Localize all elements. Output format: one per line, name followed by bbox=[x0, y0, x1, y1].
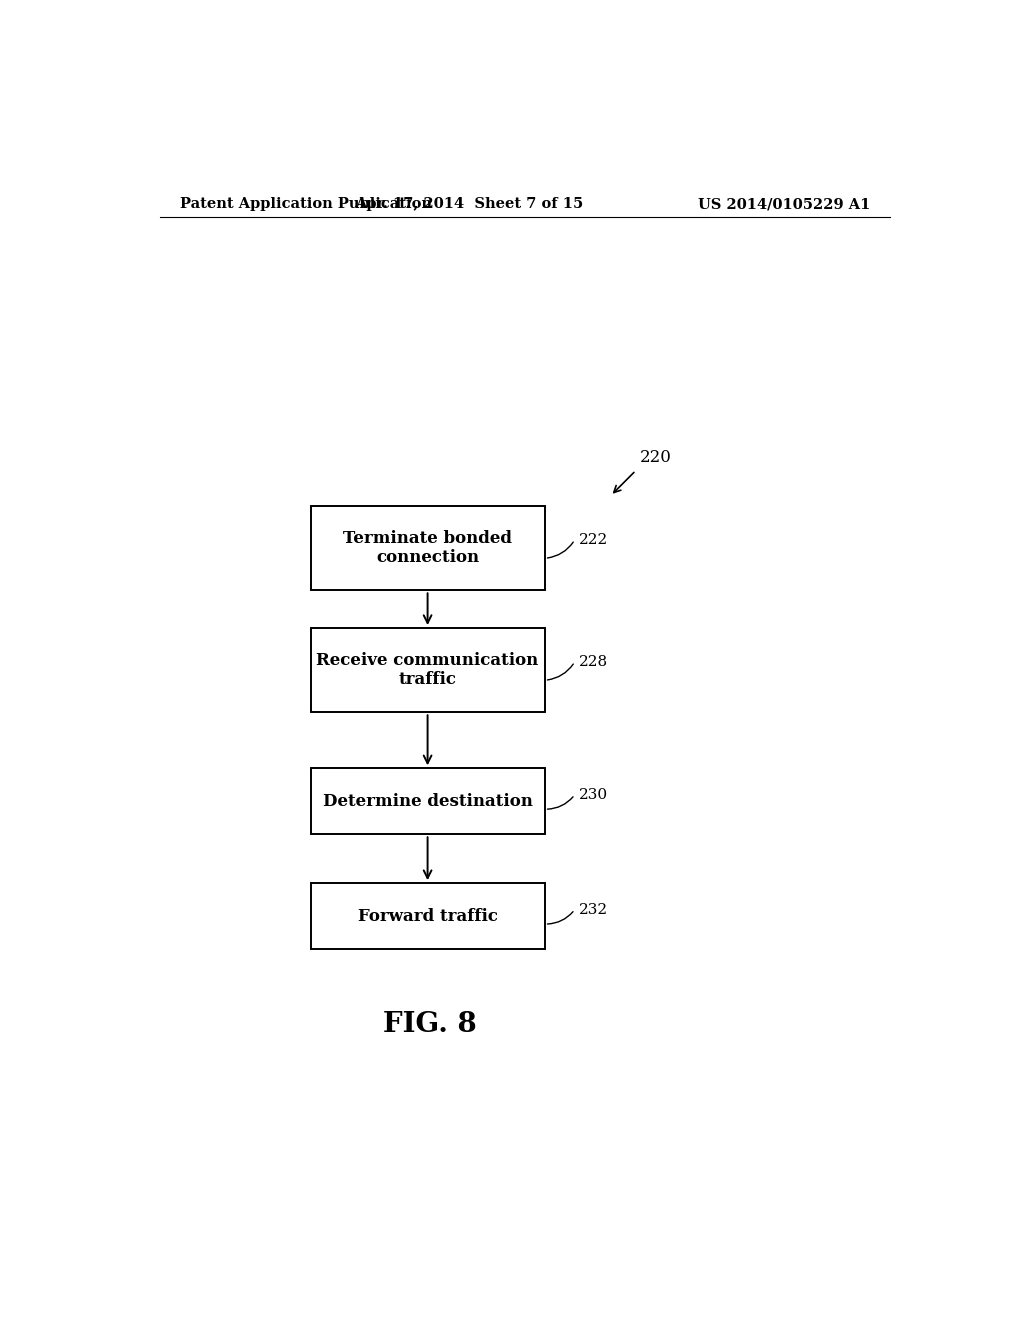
Text: 230: 230 bbox=[579, 788, 608, 801]
Text: Determine destination: Determine destination bbox=[323, 793, 532, 809]
FancyBboxPatch shape bbox=[310, 628, 545, 713]
Text: 232: 232 bbox=[579, 903, 608, 916]
FancyBboxPatch shape bbox=[310, 506, 545, 590]
Text: 222: 222 bbox=[579, 533, 608, 546]
Text: FIG. 8: FIG. 8 bbox=[383, 1011, 476, 1038]
Text: Terminate bonded
connection: Terminate bonded connection bbox=[343, 529, 512, 566]
Text: Apr. 17, 2014  Sheet 7 of 15: Apr. 17, 2014 Sheet 7 of 15 bbox=[355, 197, 584, 211]
FancyBboxPatch shape bbox=[310, 768, 545, 834]
Text: 220: 220 bbox=[640, 449, 672, 466]
Text: 228: 228 bbox=[579, 655, 608, 669]
Text: Patent Application Publication: Patent Application Publication bbox=[179, 197, 431, 211]
FancyBboxPatch shape bbox=[310, 883, 545, 949]
Text: Forward traffic: Forward traffic bbox=[357, 908, 498, 924]
Text: Receive communication
traffic: Receive communication traffic bbox=[316, 652, 539, 689]
Text: US 2014/0105229 A1: US 2014/0105229 A1 bbox=[697, 197, 870, 211]
